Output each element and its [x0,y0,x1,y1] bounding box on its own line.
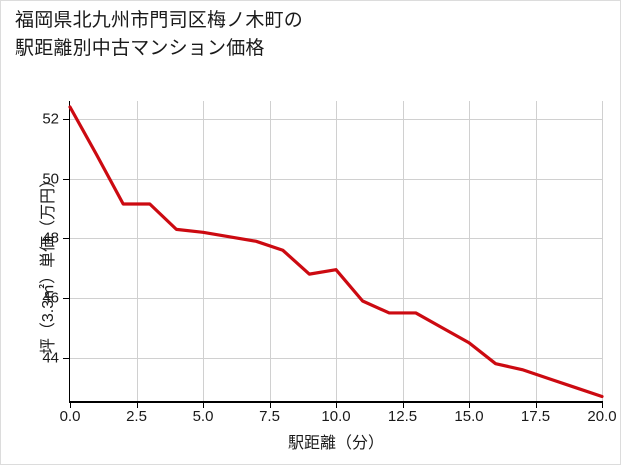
gridline-vertical [203,101,204,401]
gridline-vertical [402,101,404,401]
x-tick-mark [535,403,537,408]
x-tick-label: 12.5 [387,408,418,425]
x-tick-label: 17.5 [520,408,551,425]
gridline-vertical [602,101,603,401]
y-tick-label: 50 [42,170,59,188]
x-tick-mark [136,403,138,408]
x-tick-mark [203,403,204,408]
x-tick-label: 7.5 [259,408,280,425]
gridline-vertical [336,101,337,401]
gridline-vertical [469,101,470,401]
x-tick-mark [336,403,337,408]
y-axis-tick-labels: 44 46 48 50 52 [1,1,59,464]
y-tick-label: 52 [42,110,59,128]
series-line-坪単価 [68,105,604,399]
x-tick-label: 15.0 [454,408,484,425]
x-tick-mark [402,403,404,408]
x-axis-title: 駅距離（分） [287,435,384,452]
x-tick-label: 2.5 [126,408,147,425]
y-tick-label: 44 [42,349,59,367]
x-tick-label: 0.0 [59,408,81,425]
chart-title: 福岡県北九州市門司区梅ノ木町の 駅距離別中古マンション価格 [15,10,304,59]
x-tick-label: 10.0 [321,408,351,425]
plot-area [68,101,604,401]
y-tick-mark [63,178,69,180]
x-tick-mark [70,403,71,408]
x-tick-mark [469,403,470,408]
y-tick-mark [63,238,69,240]
y-tick-mark [63,357,69,359]
x-axis-spine [69,401,603,403]
line-series-svg [68,105,604,399]
gridline-vertical [136,101,138,401]
y-tick-mark [63,118,69,120]
y-tick-mark [63,298,69,299]
gridline-vertical [269,101,271,401]
y-tick-label: 48 [42,229,59,247]
y-axis-title: 坪（3.3㎡）単価（万円） [40,171,57,355]
x-tick-label: 20.0 [587,408,617,425]
x-tick-mark [602,403,603,408]
y-tick-label: 46 [42,289,59,307]
x-tick-label: 5.0 [192,408,214,425]
x-tick-mark [269,403,271,408]
gridline-vertical [535,101,537,401]
